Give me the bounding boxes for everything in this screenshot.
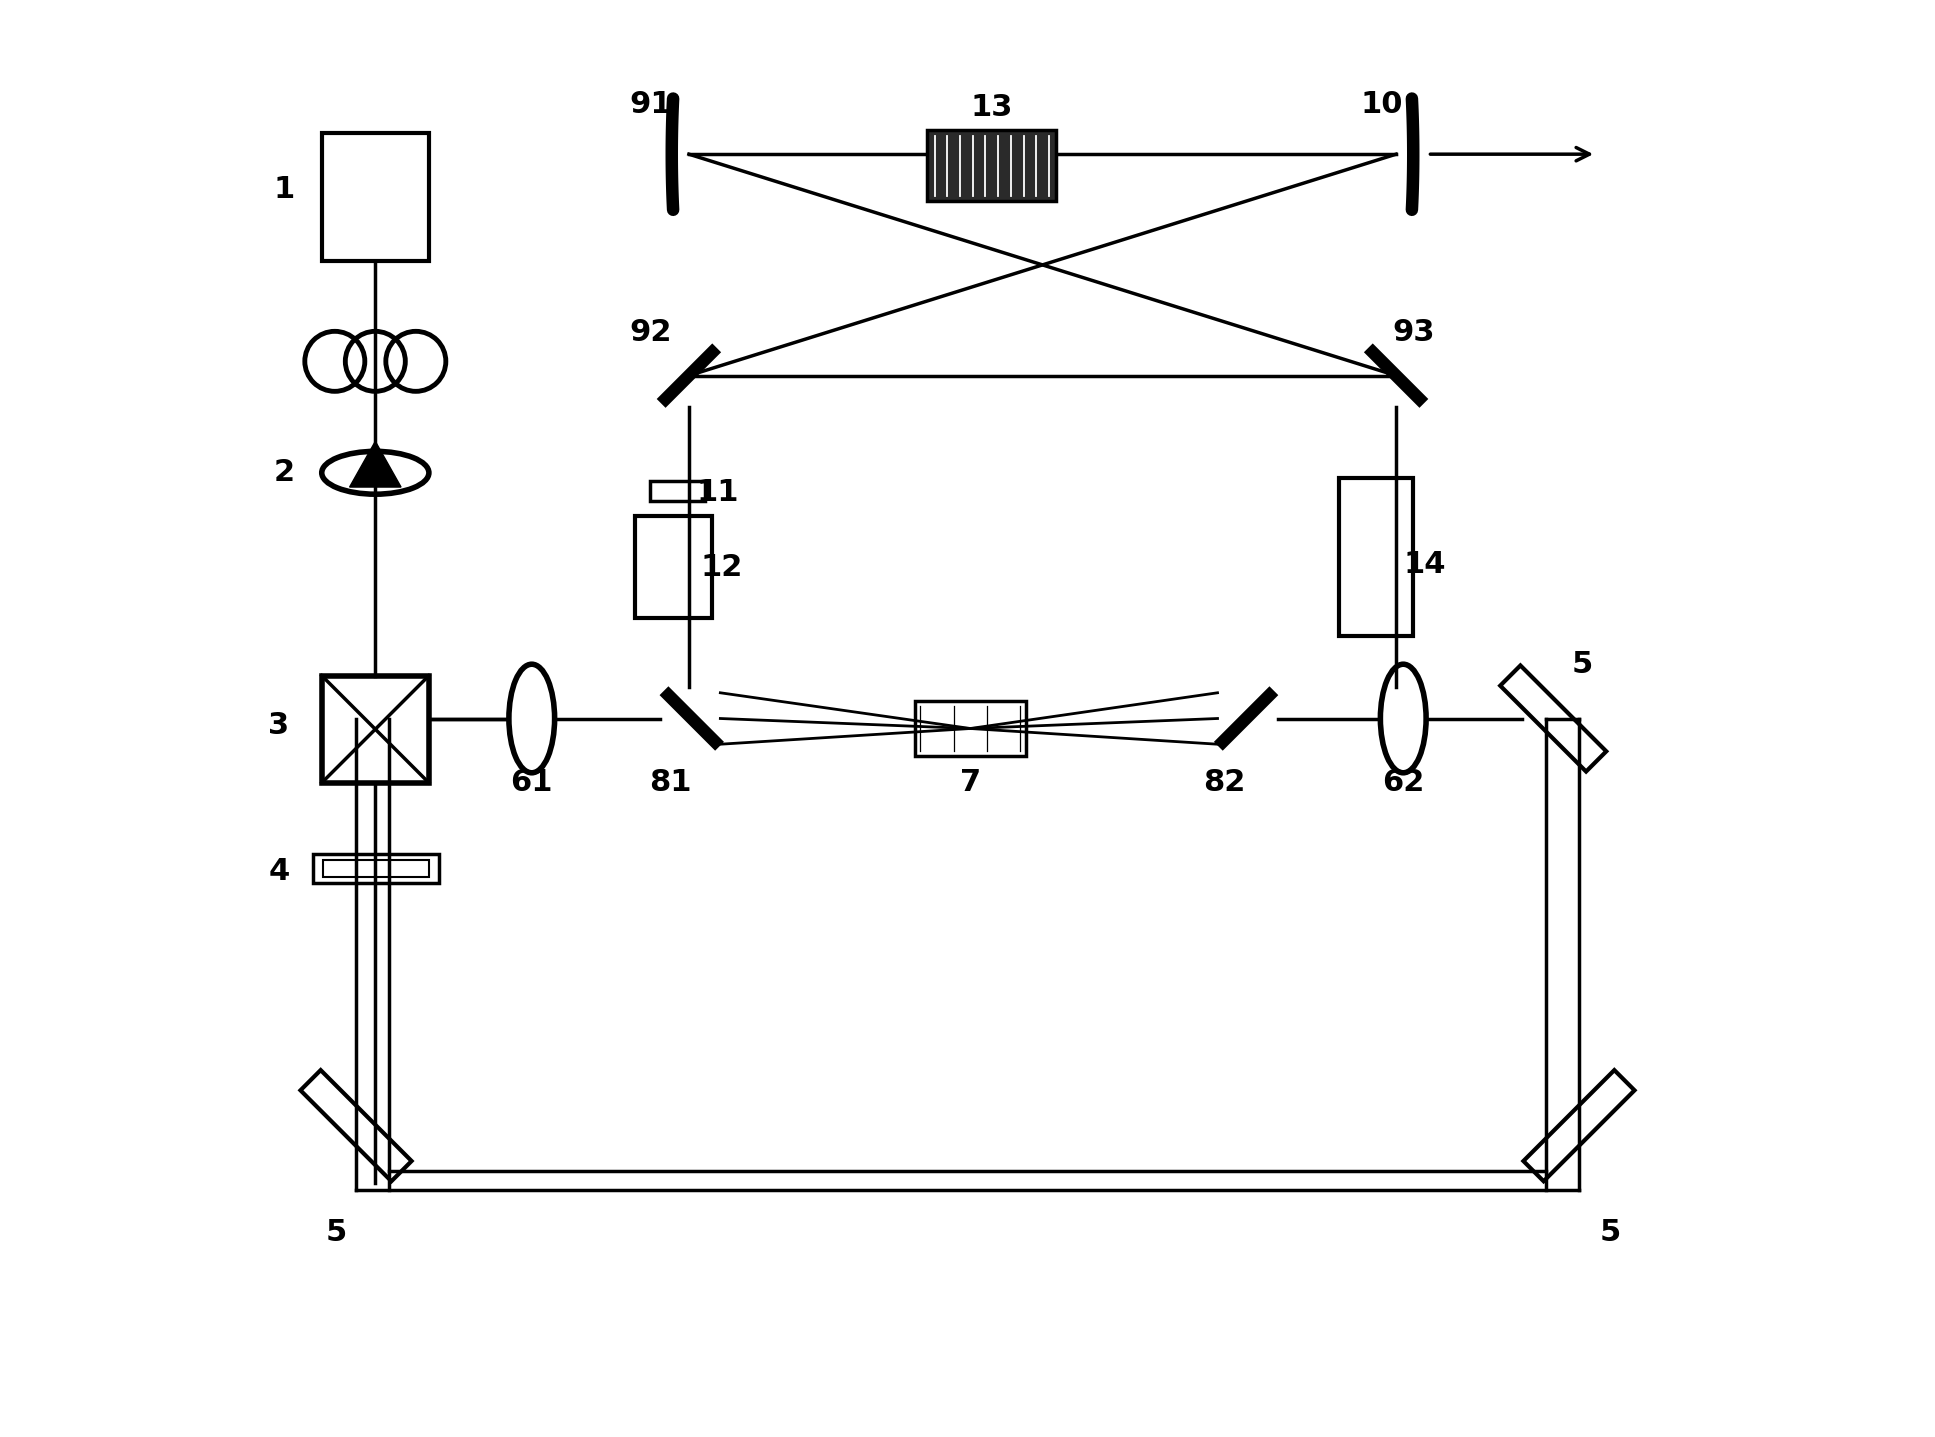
Bar [635,516,712,618]
Text: 62: 62 [1382,769,1424,798]
Text: 13: 13 [971,92,1014,122]
Text: 14: 14 [1403,550,1445,579]
Polygon shape [350,441,401,487]
Text: 92: 92 [629,318,671,348]
Bar [927,129,1057,201]
Text: 10: 10 [1360,89,1403,119]
Bar [321,675,430,783]
Bar [313,854,439,882]
Bar [1339,479,1413,635]
Bar [321,132,430,262]
Text: 5: 5 [1571,650,1593,678]
Text: 61: 61 [511,769,553,798]
Text: 7: 7 [960,769,981,798]
Text: 82: 82 [1204,769,1246,798]
Text: 5: 5 [1600,1219,1622,1247]
Text: 12: 12 [700,553,743,582]
Text: 5: 5 [325,1219,346,1247]
Text: 91: 91 [629,89,671,119]
Text: 11: 11 [697,479,739,507]
Text: 3: 3 [269,711,290,740]
Text: 2: 2 [275,458,296,487]
Text: 4: 4 [269,856,290,885]
Text: 81: 81 [648,769,691,798]
Text: 93: 93 [1391,318,1434,348]
Bar [323,859,430,877]
Bar [915,701,1026,756]
Text: 1: 1 [275,175,296,204]
Bar [650,481,704,502]
